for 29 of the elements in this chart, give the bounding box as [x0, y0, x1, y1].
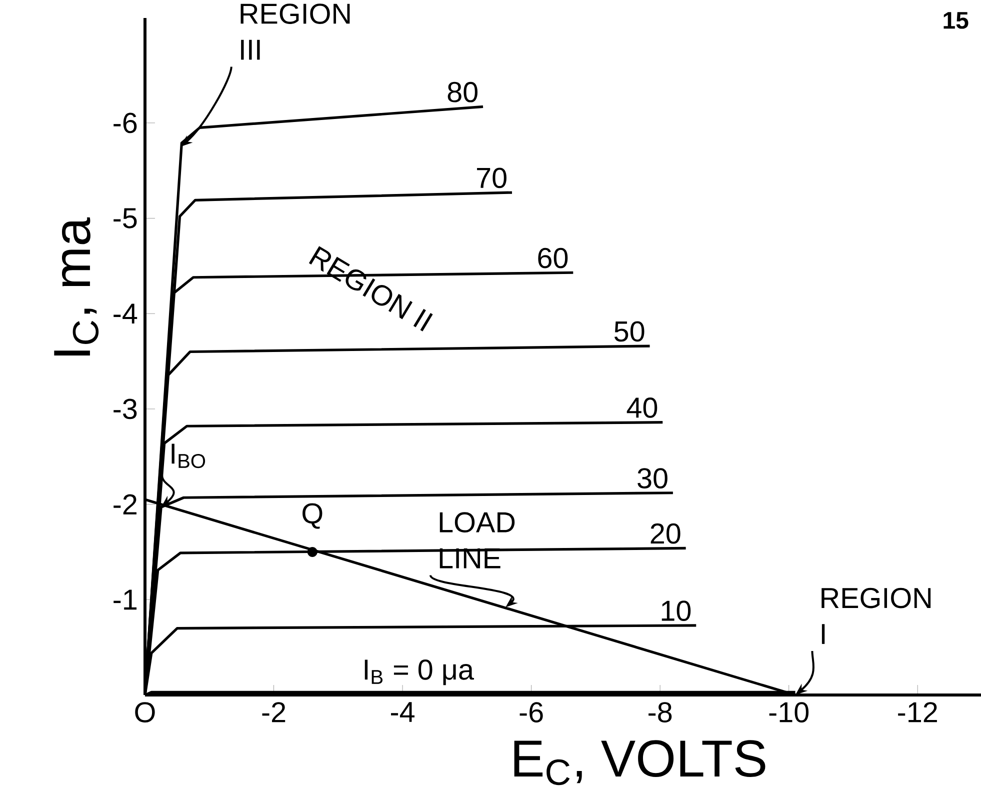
series-label: 80	[448, 82, 478, 102]
series-label: 40	[626, 398, 658, 418]
y-tick-label: -5	[114, 208, 137, 228]
series-label: 10	[662, 600, 691, 622]
x-tick-label: -12	[898, 702, 937, 722]
series-label: 70	[477, 168, 506, 188]
series-label: 20	[650, 523, 680, 544]
y-tick-label: -3	[114, 398, 137, 420]
series-label: 50	[614, 321, 644, 342]
y-tick-label: -2	[114, 494, 136, 514]
x-tick-label: -8	[648, 702, 672, 722]
x-tick-label: -4	[391, 702, 414, 722]
y-tick-label: -6	[114, 112, 137, 134]
y-tick-label: -4	[114, 304, 138, 324]
x-tick-label: O	[135, 702, 155, 722]
series-label: I$_{B}$ = 0 μa	[364, 659, 474, 686]
series-label: 60	[538, 248, 568, 268]
annotation: REGION I	[822, 588, 931, 644]
x-tick-label: -6	[520, 702, 543, 722]
y-axis-title: I$_{C}$, ma	[54, 217, 99, 356]
x-tick-label: -10	[769, 702, 809, 722]
annotation: REGION III	[240, 4, 350, 60]
x-tick-label: -2	[262, 702, 286, 722]
x-axis-title: E$_{C}$, VOLTS	[514, 740, 766, 786]
y-tick-label: -1	[114, 590, 137, 610]
annotation: 15	[944, 12, 968, 29]
annotation: Q	[302, 503, 322, 529]
annotation: I$_{BO}$	[172, 444, 206, 468]
series-label: 30	[638, 468, 668, 488]
